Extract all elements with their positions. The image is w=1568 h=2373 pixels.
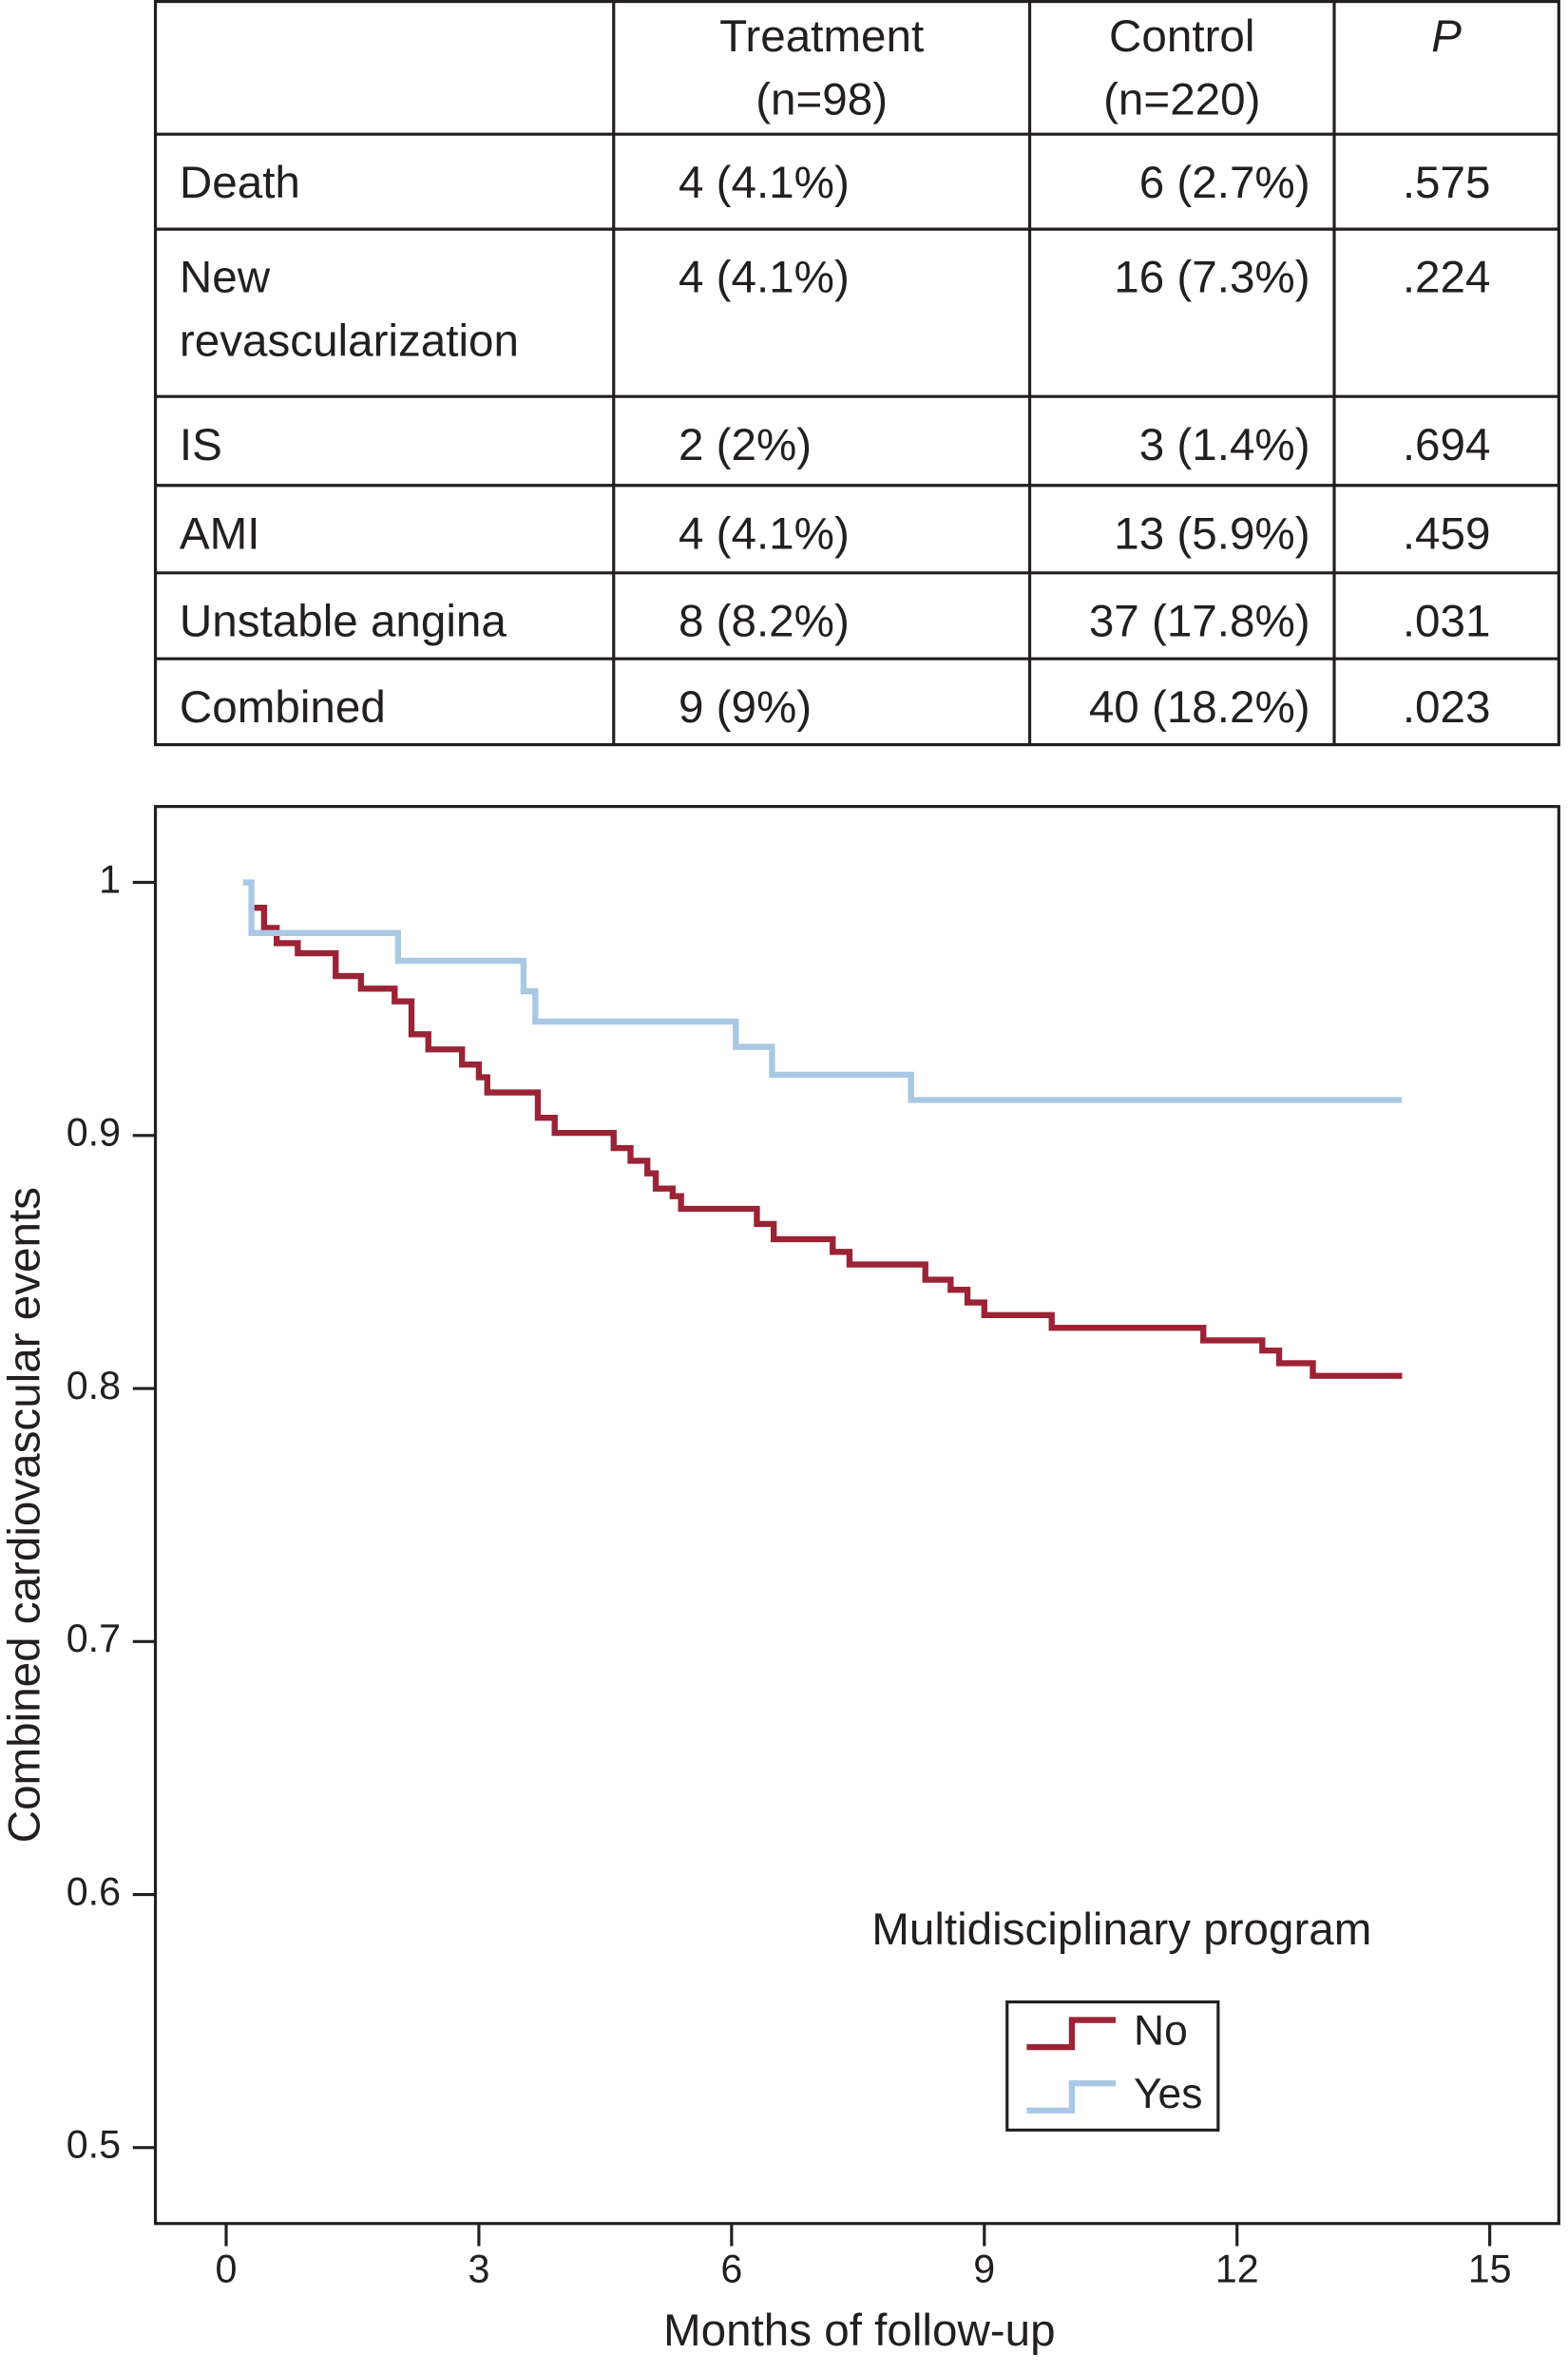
table-cell: 4 (4.1%) xyxy=(678,253,850,303)
table-cell: Treatment (n=98) xyxy=(614,0,1030,134)
cell-text: 4 (4.1%) xyxy=(678,158,850,208)
cell-text: 9 (9%) xyxy=(678,682,813,733)
cell-content: Treatment (n=98) xyxy=(614,0,1030,134)
cell-text: .459 xyxy=(1402,509,1491,560)
table-cell: New revascularization xyxy=(179,253,519,367)
table-cell: 4 (4.1%) xyxy=(678,158,850,208)
table-cell: 2 (2%) xyxy=(678,420,813,470)
legend-swatch xyxy=(1026,2080,1116,2114)
cell-text: 37 (17.8%) xyxy=(1088,597,1310,647)
y-tick-label: 0.6 xyxy=(67,1869,121,1913)
chart: Months of follow-up Combined cardiovascu… xyxy=(0,805,1560,2356)
cell-text: Unstable angina xyxy=(179,597,507,647)
y-tick-label: 1 xyxy=(99,857,121,901)
table-cell: .224 xyxy=(1402,253,1491,303)
header-text: (n=98) xyxy=(755,75,889,125)
table-cell: 37 (17.8%) xyxy=(1088,597,1310,647)
table-border xyxy=(153,0,1560,747)
plot-frame xyxy=(153,805,1560,2226)
cell-text: .694 xyxy=(1402,420,1491,470)
cell-text: .575 xyxy=(1402,158,1491,208)
y-tick-label: 0.9 xyxy=(67,1111,121,1155)
header-text: (n=220) xyxy=(1103,75,1261,125)
table-cell: .575 xyxy=(1402,158,1491,208)
table-cell: Control (n=220) xyxy=(1030,0,1334,134)
table-cell: 6 (2.7%) xyxy=(1138,158,1310,208)
x-tick-label: 3 xyxy=(468,2247,489,2290)
table-cell: 13 (5.9%) xyxy=(1114,509,1310,560)
table-cell: 40 (18.2%) xyxy=(1088,682,1310,733)
x-axis-label: Months of follow-up xyxy=(663,2306,1056,2356)
x-tick-label: 12 xyxy=(1215,2247,1259,2290)
header-text: Treatment xyxy=(719,11,925,63)
survival-line xyxy=(251,904,1403,1379)
cell-text: .031 xyxy=(1402,597,1491,647)
table-cell: 16 (7.3%) xyxy=(1114,253,1310,303)
y-tick-label: 0.7 xyxy=(67,1617,121,1660)
table-cell: P xyxy=(1334,0,1558,134)
x-tick-label: 9 xyxy=(973,2247,995,2290)
cell-text: 13 (5.9%) xyxy=(1114,509,1310,560)
cell-content: Control (n=220) xyxy=(1030,0,1334,134)
y-tick-label: 0.5 xyxy=(67,2123,121,2167)
cell-content: P xyxy=(1334,0,1558,134)
y-axis-label: Combined cardiovascular events xyxy=(0,1187,49,1843)
table-cell: 3 (1.4%) xyxy=(1138,420,1310,470)
cell-text: AMI xyxy=(179,509,260,560)
survival-line xyxy=(242,879,1403,1103)
cell-text: 3 (1.4%) xyxy=(1138,420,1310,470)
cell-text: Death xyxy=(179,158,300,208)
table-cell: 4 (4.1%) xyxy=(678,509,850,560)
cell-content xyxy=(156,0,614,134)
table-cell: .031 xyxy=(1402,597,1491,647)
cell-text: IS xyxy=(179,420,222,470)
cell-text: 16 (7.3%) xyxy=(1114,253,1310,303)
legend-swatch xyxy=(1026,2017,1116,2051)
table-cell: Combined xyxy=(179,682,386,733)
table-cell: Unstable angina xyxy=(179,597,507,647)
cell-text: 6 (2.7%) xyxy=(1138,158,1310,208)
header-text: P xyxy=(1431,11,1463,63)
cell-text: 8 (8.2%) xyxy=(678,597,850,647)
header-text: Control xyxy=(1109,11,1255,63)
cell-text: New revascularization xyxy=(179,253,519,367)
cell-text: 2 (2%) xyxy=(678,420,813,470)
legend-label: Yes xyxy=(1134,2071,1202,2117)
x-tick-label: 15 xyxy=(1468,2247,1512,2290)
cell-text: 4 (4.1%) xyxy=(678,509,850,560)
cell-text: Combined xyxy=(179,682,386,733)
legend-box xyxy=(1005,2000,1220,2132)
table-cell: .459 xyxy=(1402,509,1491,560)
legend-title: Multidisciplinary program xyxy=(871,1904,1371,1955)
table-cell: IS xyxy=(179,420,222,470)
table-cell: .694 xyxy=(1402,420,1491,470)
table-cell: 8 (8.2%) xyxy=(678,597,850,647)
table-cell: .023 xyxy=(1402,682,1491,733)
cell-text: .023 xyxy=(1402,682,1491,733)
results-table: Treatment (n=98) Control (n=220) P Death 4 (4.… xyxy=(153,0,1560,747)
x-tick-label: 0 xyxy=(216,2247,238,2290)
cell-text: 40 (18.2%) xyxy=(1088,682,1310,733)
cell-text: 4 (4.1%) xyxy=(678,253,850,303)
table-cell: AMI xyxy=(179,509,260,560)
cell-text: .224 xyxy=(1402,253,1491,303)
table-cell xyxy=(156,0,614,134)
y-tick-label: 0.8 xyxy=(67,1364,121,1407)
table-cell: Death xyxy=(179,158,300,208)
legend-label: No xyxy=(1134,2008,1188,2055)
x-tick-label: 6 xyxy=(720,2247,742,2290)
table-cell: 9 (9%) xyxy=(678,682,813,733)
